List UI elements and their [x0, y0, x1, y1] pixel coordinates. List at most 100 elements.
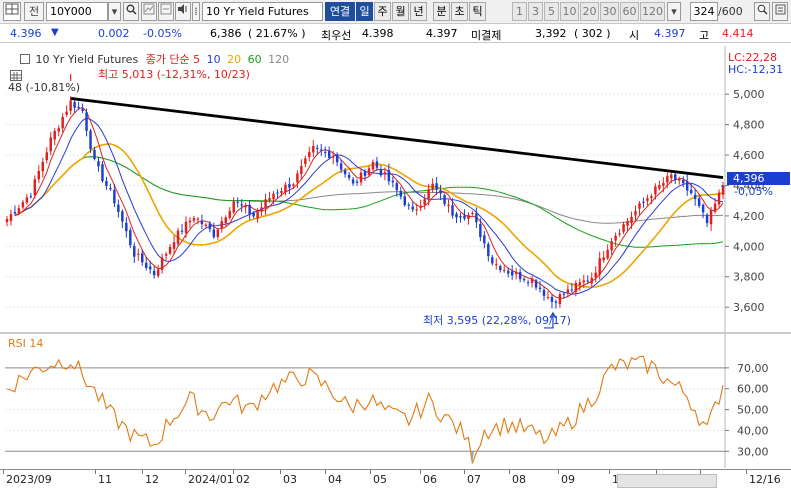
- tab-weekly[interactable]: 주: [374, 2, 391, 21]
- best-ask: 4.398: [362, 27, 394, 40]
- candle-body: [224, 217, 228, 223]
- chart-type-icon[interactable]: [141, 2, 157, 21]
- x-tick: [142, 470, 143, 474]
- legend-box-icon[interactable]: [20, 54, 30, 64]
- candle-body: [81, 108, 84, 112]
- x-axis: 2023/0911122024/010203040506070809101112…: [0, 469, 791, 491]
- candle-body: [121, 211, 124, 222]
- config-icon[interactable]: [772, 2, 788, 21]
- candle-body: [542, 289, 546, 296]
- toolbox-icon[interactable]: [10, 70, 22, 81]
- candle-body: [479, 224, 482, 238]
- candle-body: [204, 224, 208, 227]
- candle-body: [25, 197, 29, 203]
- symbol-input[interactable]: 10Y000: [46, 2, 108, 21]
- x-tick-label: 2024/01: [188, 473, 234, 486]
- count-input[interactable]: 324: [690, 2, 718, 21]
- candle-body: [323, 151, 327, 153]
- settings-dropdown-icon[interactable]: ▾: [667, 2, 681, 21]
- candle-body: [391, 180, 395, 183]
- tab-daily[interactable]: 일: [356, 2, 373, 21]
- candle-body: [355, 181, 359, 183]
- candle-body: [220, 221, 224, 228]
- interval-10[interactable]: 10: [560, 2, 579, 21]
- hc-label: HC:-12,31: [728, 63, 784, 76]
- interval-30[interactable]: 30: [600, 2, 619, 21]
- x-tick: [558, 470, 559, 474]
- interval-1[interactable]: 1: [512, 2, 527, 21]
- candle-body: [459, 216, 462, 218]
- candle-body: [689, 189, 693, 194]
- candle-body: [359, 172, 363, 183]
- candle-body: [172, 242, 176, 249]
- candle-body: [463, 215, 466, 219]
- candle-body: [200, 220, 204, 225]
- interval-60[interactable]: 60: [620, 2, 639, 21]
- candle-body: [85, 112, 88, 131]
- tab-tick[interactable]: 틱: [469, 2, 486, 21]
- x-tick-label: 04: [328, 473, 342, 486]
- price-tick-label: 3,600: [733, 301, 765, 314]
- candle-body: [574, 282, 578, 293]
- legend-ma-10: 10: [206, 53, 221, 66]
- left-level-annotation: 48 (-10,81%): [8, 81, 80, 94]
- candle-body: [674, 174, 677, 181]
- link-button[interactable]: 연결: [325, 2, 355, 21]
- candle-body: [168, 246, 172, 254]
- fit-icon[interactable]: [158, 2, 174, 21]
- candle-body: [125, 222, 128, 232]
- current-price-tag: 4,396: [727, 172, 790, 185]
- candle-body: [506, 270, 510, 274]
- high-price: 4.414: [722, 27, 754, 40]
- trendline[interactable]: [70, 97, 724, 179]
- grid-icon[interactable]: [3, 2, 21, 21]
- candle-body: [176, 230, 180, 244]
- candle-body: [33, 179, 37, 196]
- candle-body: [526, 282, 530, 284]
- interval-5[interactable]: 5: [544, 2, 559, 21]
- speaker-icon[interactable]: [175, 2, 191, 21]
- rsi-oversold-fill: [470, 451, 478, 464]
- search-icon[interactable]: [123, 2, 139, 21]
- interval-120[interactable]: 120: [640, 2, 665, 21]
- candle-body: [546, 297, 550, 299]
- zoom-icon[interactable]: [754, 2, 770, 21]
- price-chart[interactable]: 5,0004,8004,6004,4004,2004,0003,8003,600…: [0, 46, 791, 491]
- candle-body: [614, 235, 617, 241]
- x-tick: [280, 470, 281, 474]
- interval-3[interactable]: 3: [528, 2, 543, 21]
- candle-body: [550, 296, 554, 302]
- candle-body: [495, 264, 498, 266]
- candle-body: [518, 271, 522, 280]
- tab-yearly[interactable]: 년: [410, 2, 427, 21]
- candle-body: [678, 179, 681, 181]
- tab-minute[interactable]: 분: [433, 2, 450, 21]
- price-tick-label: 4,000: [733, 240, 765, 253]
- tab-second[interactable]: 초: [451, 2, 468, 21]
- candle-body: [471, 213, 474, 215]
- candle-body: [252, 212, 255, 217]
- toolbar: 전 10Y000 ▾ ⁞ 10 Yr Yield Futures 연결 일 주 …: [0, 0, 791, 24]
- x-tick-label: 12: [145, 473, 159, 486]
- candle-body: [538, 287, 542, 290]
- prev-button[interactable]: 전: [24, 2, 44, 21]
- x-tick-label: 2023/09: [6, 473, 52, 486]
- interval-20[interactable]: 20: [580, 2, 599, 21]
- candle-body: [152, 270, 156, 276]
- candle-body: [53, 130, 56, 140]
- x-tick: [700, 470, 701, 474]
- candle-body: [256, 211, 259, 219]
- x-tick: [95, 470, 96, 474]
- dropdown-icon[interactable]: ▾: [108, 2, 121, 21]
- ma-60-line: [14, 156, 724, 248]
- candle-body: [61, 117, 64, 129]
- x-tick: [3, 470, 4, 474]
- tab-monthly[interactable]: 월: [392, 2, 409, 21]
- scrollbar[interactable]: [617, 474, 717, 488]
- price-change-pct: -0.05%: [143, 27, 182, 40]
- candle-body: [570, 289, 574, 291]
- candle-body: [502, 270, 506, 272]
- candle-body: [212, 229, 216, 238]
- candle-body: [276, 192, 279, 194]
- price-tick-label: 5,000: [733, 88, 765, 101]
